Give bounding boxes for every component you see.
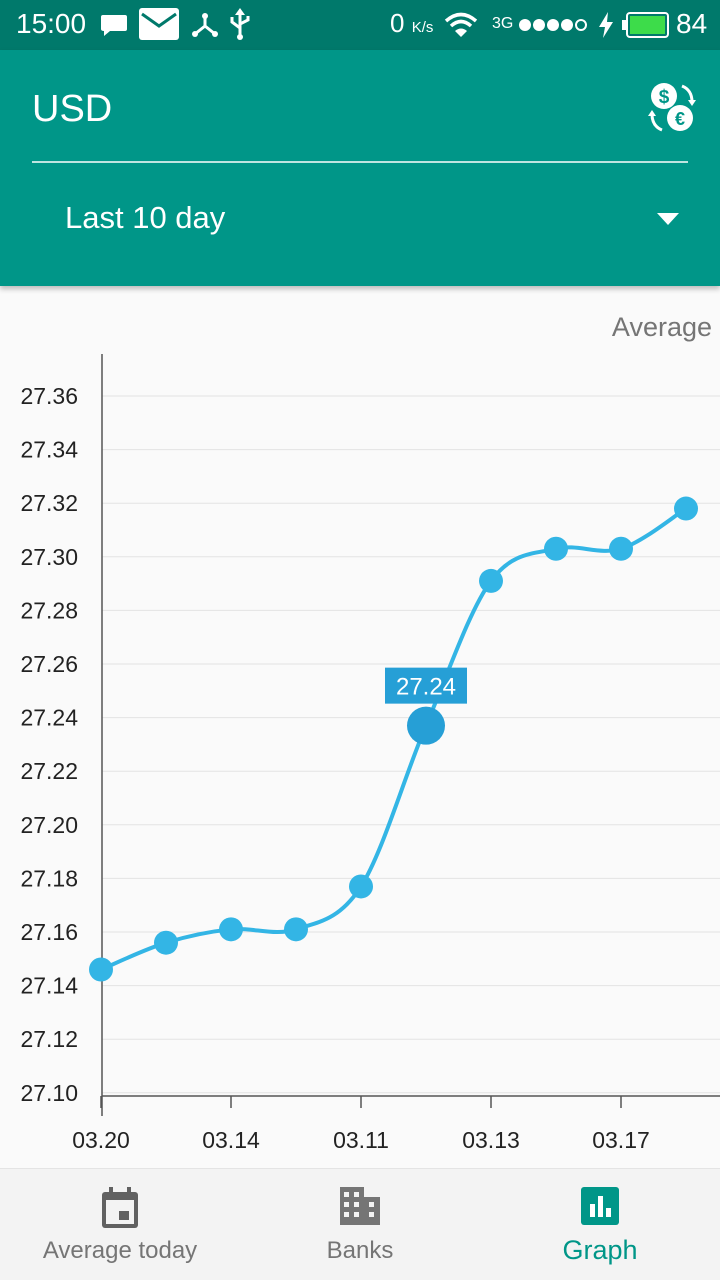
series-line: [100, 506, 688, 972]
nav-average-today[interactable]: Average today: [0, 1169, 240, 1280]
x-tick-label: 03.13: [462, 1127, 520, 1153]
chart-title: Average: [611, 312, 712, 342]
value-tooltip: [385, 667, 467, 704]
y-tick-label: 27.36: [20, 383, 78, 409]
value-tooltip-label: 27.24: [396, 674, 456, 701]
status-time: 15:00: [16, 8, 87, 39]
x-tick-label: 03.17: [592, 1127, 650, 1153]
y-tick-label: 27.20: [20, 812, 78, 838]
svg-text:€: €: [675, 109, 685, 129]
period-value: Last 10 day: [65, 200, 226, 235]
currency-title: USD: [32, 88, 113, 130]
data-point: [89, 957, 113, 982]
y-tick-label: 27.30: [20, 544, 78, 570]
nav-label-average-today: Average today: [42, 1237, 198, 1264]
data-point: [407, 706, 445, 745]
y-tick-label: 27.18: [20, 865, 78, 891]
nav-graph[interactable]: Graph: [480, 1169, 720, 1280]
x-tick-label: 03.20: [72, 1127, 130, 1153]
signal-icon: [519, 19, 587, 31]
calendar-icon: [102, 1187, 138, 1228]
header-divider: [32, 161, 688, 163]
y-tick-label: 27.14: [20, 973, 78, 999]
y-tick-label: 27.32: [20, 490, 78, 516]
y-tick-label: 27.28: [20, 597, 78, 623]
mail-icon: [139, 8, 179, 40]
nav-label-banks: Banks: [326, 1237, 394, 1264]
chart-area[interactable]: Average 27.36 27.34 27.32 27.30 27.28 27.26 27…: [0, 290, 720, 1166]
nav-label-graph: Graph: [562, 1235, 638, 1265]
currency-exchange-icon[interactable]: $ €: [648, 80, 696, 136]
y-tick-label: 27.34: [20, 437, 78, 463]
chat-icon: [101, 15, 127, 36]
charging-icon: [599, 12, 613, 38]
y-tick-label: 27.12: [20, 1026, 78, 1052]
chevron-down-icon: [657, 213, 679, 225]
line-chart[interactable]: 27.36 27.34 27.32 27.30 27.28 27.26 27.24 27.22…: [0, 290, 720, 1166]
share-icon: [192, 13, 218, 37]
battery-level: 84: [676, 8, 708, 39]
network-speed: 0 K/s: [390, 8, 434, 38]
svg-text:$: $: [659, 87, 670, 108]
data-point: [674, 496, 698, 521]
network-type: 3G: [492, 15, 514, 32]
app-bar: USD $ € Last 10 day: [0, 50, 720, 286]
data-point: [284, 917, 308, 942]
status-bar: 15:00 0 K/s 3G 84: [0, 0, 720, 50]
data-point: [609, 536, 633, 561]
y-tick-label: 27.16: [20, 919, 78, 945]
nav-banks[interactable]: Banks: [240, 1169, 480, 1280]
usb-icon: [230, 8, 250, 40]
data-point: [479, 568, 503, 593]
y-tick-label: 27.22: [20, 758, 78, 784]
data-point: [544, 536, 568, 561]
battery-icon: [622, 12, 669, 38]
data-point: [154, 930, 178, 955]
period-dropdown[interactable]: Last 10 day: [32, 180, 688, 260]
bottom-navigation: Average today Banks Graph: [0, 1168, 720, 1280]
y-tick-label: 27.24: [20, 705, 78, 731]
bar-chart-icon: [581, 1187, 619, 1225]
x-tick-label: 03.14: [202, 1127, 260, 1153]
data-point: [219, 917, 243, 942]
bank-icon: [340, 1187, 380, 1225]
x-tick-label: 03.11: [333, 1127, 389, 1153]
y-tick-label: 27.26: [20, 651, 78, 677]
y-tick-label: 27.10: [20, 1080, 78, 1106]
wifi-icon: [444, 12, 478, 37]
data-point: [349, 874, 373, 899]
